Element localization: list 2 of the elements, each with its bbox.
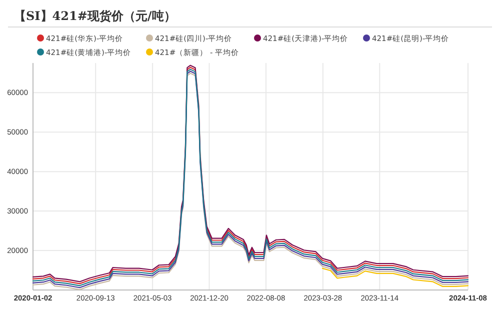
chart-title: 【SI】421#现货价（元/吨） — [14, 9, 176, 23]
line-series — [322, 268, 469, 287]
